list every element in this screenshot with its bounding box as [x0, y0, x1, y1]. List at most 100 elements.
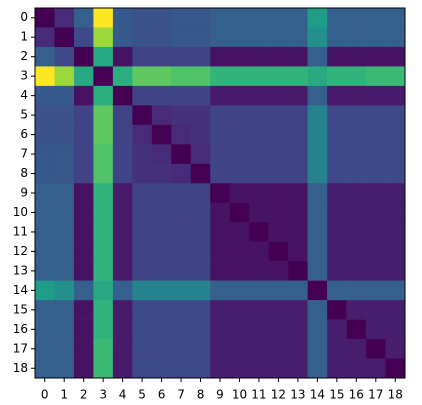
heatmap-cell [73, 66, 94, 87]
heatmap-cell [132, 202, 153, 223]
heatmap-cell [249, 261, 269, 281]
heatmap-cell [288, 8, 308, 28]
heatmap-cell [288, 202, 308, 223]
heatmap-cell [35, 300, 55, 320]
heatmap-cell [171, 183, 192, 204]
heatmap-cell [35, 105, 55, 126]
heatmap-cell [346, 163, 367, 184]
heatmap-cell [385, 163, 406, 184]
heatmap-cell [190, 222, 211, 242]
x-tick-label: 16 [349, 388, 364, 402]
heatmap-cell [112, 319, 133, 340]
heatmap-cell [249, 241, 269, 262]
heatmap-cell [132, 261, 153, 281]
heatmap-cell [385, 124, 406, 145]
heatmap-cell [93, 280, 114, 301]
heatmap-cell [346, 27, 367, 48]
heatmap-cell [307, 339, 328, 359]
heatmap-cell [210, 144, 231, 165]
heatmap-cell [93, 66, 114, 87]
y-tick-label: 14 [13, 283, 28, 297]
heatmap-cell [249, 202, 269, 223]
heatmap-cell [268, 8, 289, 28]
heatmap-cell [190, 319, 211, 340]
heatmap-cell [35, 8, 55, 28]
y-tick-label: 6 [20, 127, 28, 141]
heatmap-cell [327, 85, 347, 106]
x-tick-label: 14 [310, 388, 325, 402]
heatmap-cell [210, 339, 231, 359]
x-tick-label: 11 [251, 388, 266, 402]
heatmap-cell [151, 241, 172, 262]
heatmap-cell [93, 183, 114, 204]
heatmap-cell [35, 183, 55, 204]
heatmap-cell [93, 8, 114, 28]
heatmap-cell [366, 8, 386, 28]
heatmap-cell [54, 261, 75, 281]
heatmap-cell [132, 124, 153, 145]
heatmap-cell [327, 8, 347, 28]
heatmap-cell [35, 222, 55, 242]
heatmap-cell [54, 46, 75, 67]
heatmap-cell [268, 202, 289, 223]
heatmap-cell [385, 339, 406, 359]
heatmap-cell [171, 163, 192, 184]
heatmap-cell [346, 261, 367, 281]
heatmap-cell [132, 339, 153, 359]
heatmap-cell [346, 300, 367, 320]
heatmap-cell [268, 66, 289, 87]
heatmap-cell [229, 202, 250, 223]
heatmap-cell [35, 261, 55, 281]
heatmap-cell [229, 300, 250, 320]
heatmap-cell [327, 124, 347, 145]
heatmap-cell [54, 300, 75, 320]
heatmap-cell [151, 339, 172, 359]
heatmap-cell [171, 339, 192, 359]
heatmap-cell [151, 27, 172, 48]
heatmap-cell [132, 222, 153, 242]
heatmap-cell [229, 105, 250, 126]
heatmap-cell [229, 163, 250, 184]
heatmap-cell [229, 358, 250, 379]
heatmap-cell [288, 339, 308, 359]
x-tick-label: 18 [388, 388, 403, 402]
heatmap-cell [366, 163, 386, 184]
heatmap-cell [190, 46, 211, 67]
heatmap-cell [327, 241, 347, 262]
heatmap-cell [171, 66, 192, 87]
heatmap-cell [385, 27, 406, 48]
heatmap-cell [366, 339, 386, 359]
y-tick-label: 12 [13, 244, 28, 258]
heatmap-cell [93, 222, 114, 242]
heatmap-cell [346, 85, 367, 106]
heatmap-cell [93, 105, 114, 126]
heatmap-cell [190, 105, 211, 126]
heatmap-cell [327, 46, 347, 67]
heatmap-cell [346, 124, 367, 145]
heatmap-cell [54, 339, 75, 359]
heatmap-cell [268, 85, 289, 106]
heatmap-cell [132, 241, 153, 262]
heatmap-cell [132, 46, 153, 67]
heatmap-cell [93, 339, 114, 359]
heatmap-cell [346, 319, 367, 340]
heatmap-cell [54, 358, 75, 379]
heatmap-cell [366, 241, 386, 262]
heatmap-cell [151, 105, 172, 126]
heatmap-cell [385, 280, 406, 301]
heatmap-cell [132, 358, 153, 379]
heatmap-cell [210, 300, 231, 320]
heatmap-cell [268, 222, 289, 242]
heatmap-cell [346, 46, 367, 67]
y-tick-label: 3 [20, 69, 28, 83]
heatmap-cell [229, 183, 250, 204]
heatmap-cell [327, 144, 347, 165]
x-tick-label: 13 [290, 388, 305, 402]
heatmap-cell [112, 222, 133, 242]
heatmap-cell [112, 8, 133, 28]
heatmap-cell [346, 222, 367, 242]
heatmap-cell [73, 144, 94, 165]
heatmap-cell [249, 85, 269, 106]
heatmap-cell [307, 124, 328, 145]
